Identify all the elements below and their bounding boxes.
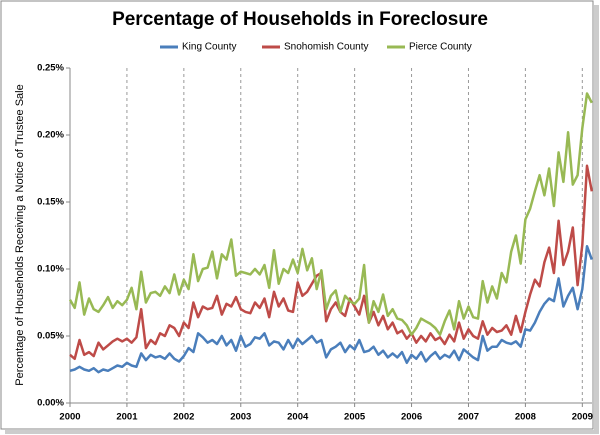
x-tick-label: 2001 <box>116 412 138 423</box>
legend-label: King County <box>182 42 236 53</box>
x-tick-label: 2005 <box>344 412 366 423</box>
y-tick-label: 0.00% <box>37 398 64 409</box>
legend-label: Pierce County <box>409 42 472 53</box>
legend-label: Snohomish County <box>284 42 369 53</box>
x-tick-label: 2000 <box>59 412 80 423</box>
frame-shadow <box>594 5 599 433</box>
frame <box>0 0 594 430</box>
chart-title: Percentage of Households in Foreclosure <box>112 9 488 30</box>
y-axis-label: Percentage of Households Receiving a Not… <box>14 84 26 385</box>
x-tick-label: 2002 <box>173 412 194 423</box>
x-tick-label: 2007 <box>458 412 479 423</box>
y-tick-label: 0.05% <box>37 331 64 342</box>
series-line <box>69 244 593 374</box>
series-line <box>69 164 594 361</box>
y-tick-label: 0.15% <box>37 197 64 208</box>
frame-shadow <box>5 430 599 434</box>
y-tick-label: 0.20% <box>37 130 64 141</box>
y-tick-label: 0.10% <box>37 264 64 275</box>
x-tick-label: 2003 <box>230 412 251 423</box>
series-line <box>68 92 593 336</box>
x-tick-label: 2004 <box>287 412 309 423</box>
x-tick-label: 2009 <box>572 412 593 423</box>
y-tick-label: 0.25% <box>37 63 64 74</box>
x-tick-label: 2008 <box>515 412 536 423</box>
x-tick-label: 2006 <box>401 412 422 423</box>
